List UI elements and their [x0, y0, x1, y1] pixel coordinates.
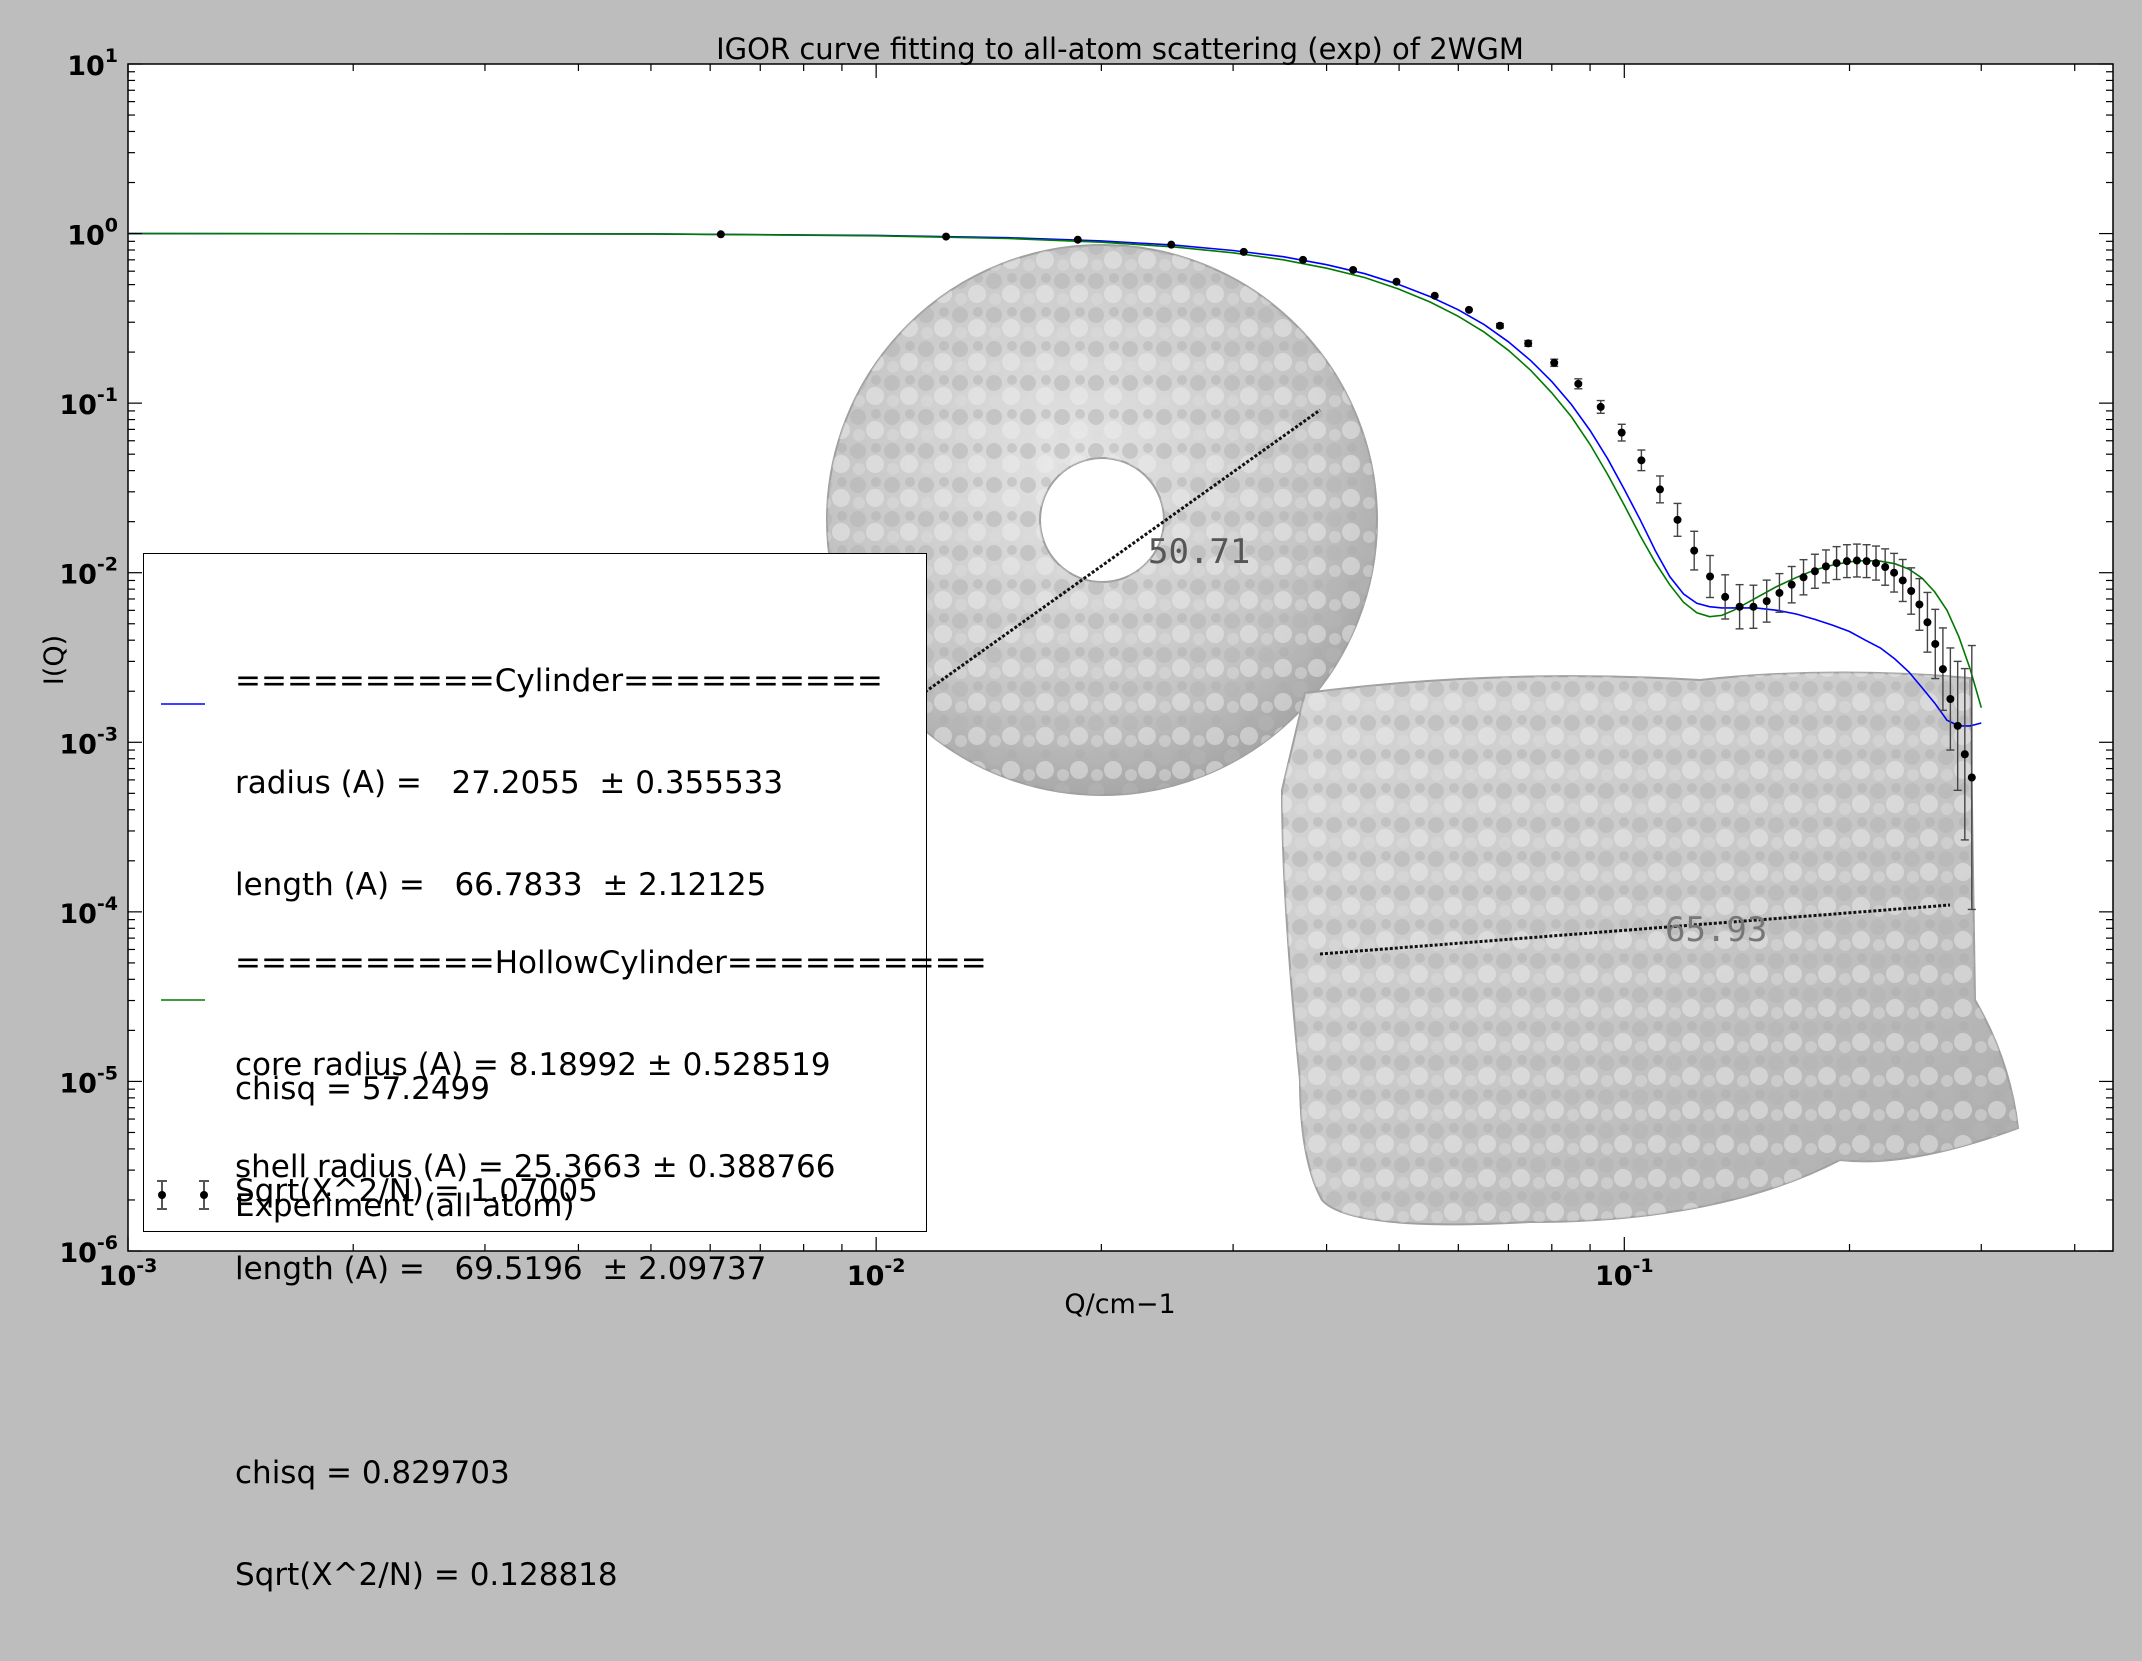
data-point [1596, 399, 1605, 414]
y-tick-label: 10-1 [59, 384, 118, 421]
data-point [1706, 554, 1715, 599]
x-tick-label: 10-3 [99, 1255, 158, 1292]
data-point [1960, 667, 1969, 841]
data-point [1810, 553, 1819, 589]
data-point [1239, 247, 1248, 256]
legend-hollow-swatch [161, 999, 205, 1001]
data-point [1073, 235, 1082, 244]
data-point [1953, 660, 1962, 792]
data-point [1862, 544, 1871, 579]
data-point [1907, 567, 1916, 615]
data-point [1524, 339, 1533, 348]
protein-images: 50.71 65.93 [825, 244, 2020, 1226]
data-point [716, 230, 725, 239]
legend-hollow-sqrt: Sqrt(X^2/N) = 0.128818 [235, 1557, 618, 1593]
legend-hollow-entry: ==========HollowCylinder========== core … [235, 878, 987, 1660]
legend-cylinder-length: length (A) = 66.7833 ± 2.12125 [235, 867, 767, 903]
data-point [1832, 545, 1841, 581]
y-tick-label: 10-6 [59, 1232, 118, 1269]
data-point [1749, 584, 1758, 629]
data-point [1821, 549, 1830, 584]
data-point [1762, 579, 1771, 623]
x-axis-label: Q/cm−1 [1064, 1289, 1175, 1320]
data-point [1637, 449, 1646, 472]
legend: ==========Cylinder========== radius (A) … [143, 553, 987, 1592]
chart-title: IGOR curve fitting to all-atom scatterin… [716, 32, 1524, 66]
y-tick-label: 10-5 [59, 1062, 118, 1099]
data-point [1881, 548, 1890, 586]
series-line-cylinder [128, 232, 1982, 727]
x-tick-label: 10-2 [847, 1255, 906, 1292]
legend-hollow-core: core radius (A) = 8.18992 ± 0.528519 [235, 1047, 831, 1083]
ring-protein-image: 50.71 [825, 244, 1379, 796]
data-point [1550, 358, 1559, 368]
data-point [1898, 558, 1907, 603]
data-point [942, 232, 951, 241]
data-point [1690, 530, 1699, 571]
series-line-hollowcylinder [128, 232, 1983, 708]
data-point [1923, 591, 1932, 653]
legend-experiment-label: Experiment (all atom) [235, 1188, 575, 1224]
data-point [1852, 543, 1861, 578]
data-point [1735, 583, 1744, 630]
x-tick-label: 10-1 [1595, 1255, 1654, 1292]
legend-hollow-shell: shell radius (A) = 25.3663 ± 0.388766 [235, 1149, 836, 1185]
legend-hollow-header: ==========HollowCylinder========== [235, 945, 987, 981]
data-point [1967, 644, 1976, 911]
cylinder-protein-image: 65.93 [1280, 671, 2020, 1226]
data-point [1721, 574, 1730, 620]
data-point [1349, 265, 1358, 274]
data-point [1495, 321, 1504, 330]
data-point [1673, 502, 1682, 537]
legend-cylinder-radius: radius (A) = 27.2055 ± 0.355533 [235, 765, 784, 801]
data-point [1167, 240, 1176, 249]
data-point [1617, 423, 1626, 442]
legend-cylinder-entry: ==========Cylinder========== radius (A) … [235, 596, 883, 1276]
data-point [1890, 552, 1899, 593]
data-point [1655, 475, 1664, 504]
cylinder-length-line [1319, 903, 1951, 956]
legend-cylinder-swatch [161, 703, 205, 705]
y-axis-label: I(Q) [39, 635, 70, 685]
data-point [1946, 647, 1955, 751]
data-point [1787, 565, 1796, 604]
y-tick-label: 10-3 [59, 723, 118, 760]
legend-cylinder-header: ==========Cylinder========== [235, 663, 883, 699]
y-tick-label: 100 [67, 215, 118, 252]
y-tick-label: 101 [67, 45, 118, 82]
data-point [1872, 545, 1881, 581]
legend-cylinder-chisq: chisq = 57.2499 [235, 1071, 491, 1107]
data-point [1842, 544, 1851, 579]
legend-hollow-chisq: chisq = 0.829703 [235, 1455, 510, 1491]
data-point [1938, 627, 1947, 712]
data-point [1799, 558, 1808, 596]
data-point [1392, 277, 1401, 286]
data-point [1299, 255, 1308, 264]
data-point [1464, 305, 1473, 314]
data-point [1430, 291, 1439, 300]
plot-frame [127, 63, 2114, 1252]
data-point [1574, 378, 1583, 390]
legend-hollow-length: length (A) = 69.5196 ± 2.09737 [235, 1251, 767, 1287]
legend-cylinder-sqrt: Sqrt(X^2/N) = 1.07005 [235, 1173, 598, 1209]
y-tick-label: 10-4 [59, 893, 118, 930]
cylinder-length-label: 65.93 [1665, 910, 1767, 950]
data-point [1915, 577, 1924, 631]
ring-diameter-line [924, 408, 1321, 694]
data-point [1931, 608, 1940, 680]
ring-diameter-label: 50.71 [1148, 532, 1250, 572]
legend-hollow-spacer [235, 1354, 987, 1388]
data-point [1775, 572, 1784, 613]
y-tick-label: 10-2 [59, 554, 118, 591]
